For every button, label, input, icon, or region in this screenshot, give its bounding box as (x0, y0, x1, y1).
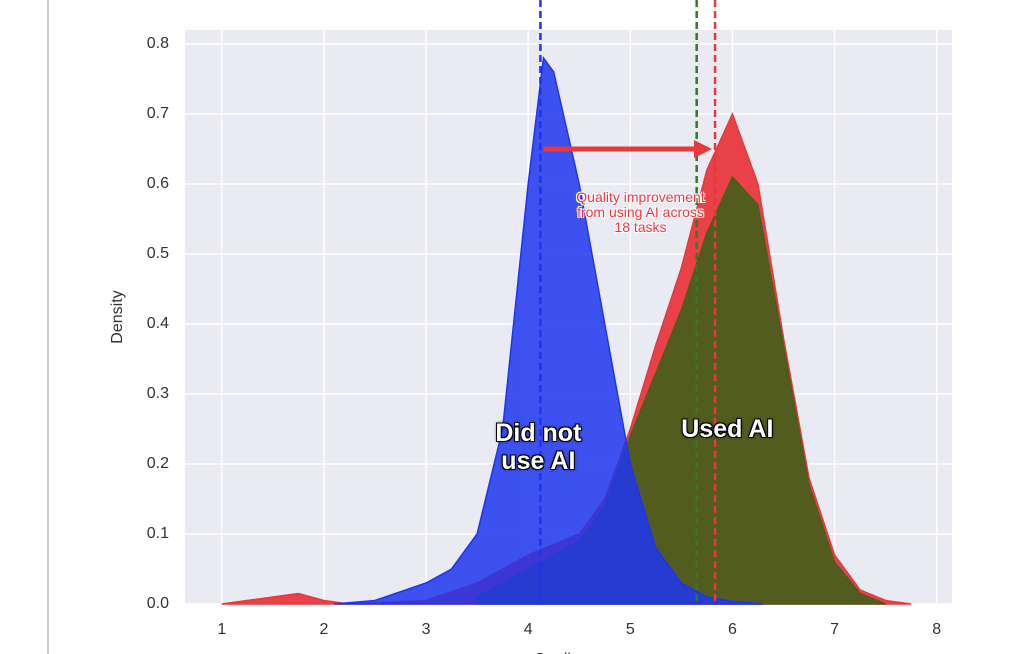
y-tick-label: 0.2 (147, 455, 169, 472)
x-axis-label: Quality (534, 651, 584, 654)
y-tick-label: 0.7 (147, 105, 169, 122)
arrow-head (693, 140, 712, 158)
x-tick-label: 2 (319, 621, 328, 638)
series-label: Did not use AI (495, 418, 582, 475)
y-tick-label: 0.8 (147, 35, 169, 52)
y-tick-label: 0.0 (147, 595, 169, 612)
x-tick-label: 1 (217, 621, 226, 638)
y-tick-label: 0.1 (147, 525, 169, 542)
x-tick-label: 6 (728, 621, 737, 638)
annotation: Quality improvement from using AI across… (576, 188, 705, 235)
x-tick-label: 3 (422, 621, 431, 638)
x-tick-label: 8 (932, 621, 941, 638)
y-tick-label: 0.4 (147, 315, 169, 332)
x-tick-label: 5 (626, 621, 635, 638)
x-tick-label: 4 (524, 621, 533, 638)
y-tick-label: 0.3 (147, 385, 169, 402)
density-area (334, 56, 764, 605)
series-label: Used AI (681, 415, 774, 443)
x-tick-label: 7 (830, 621, 839, 638)
y-axis-label: Density (109, 290, 126, 343)
y-tick-label: 0.6 (147, 175, 169, 192)
y-tick-label: 0.5 (147, 245, 169, 262)
